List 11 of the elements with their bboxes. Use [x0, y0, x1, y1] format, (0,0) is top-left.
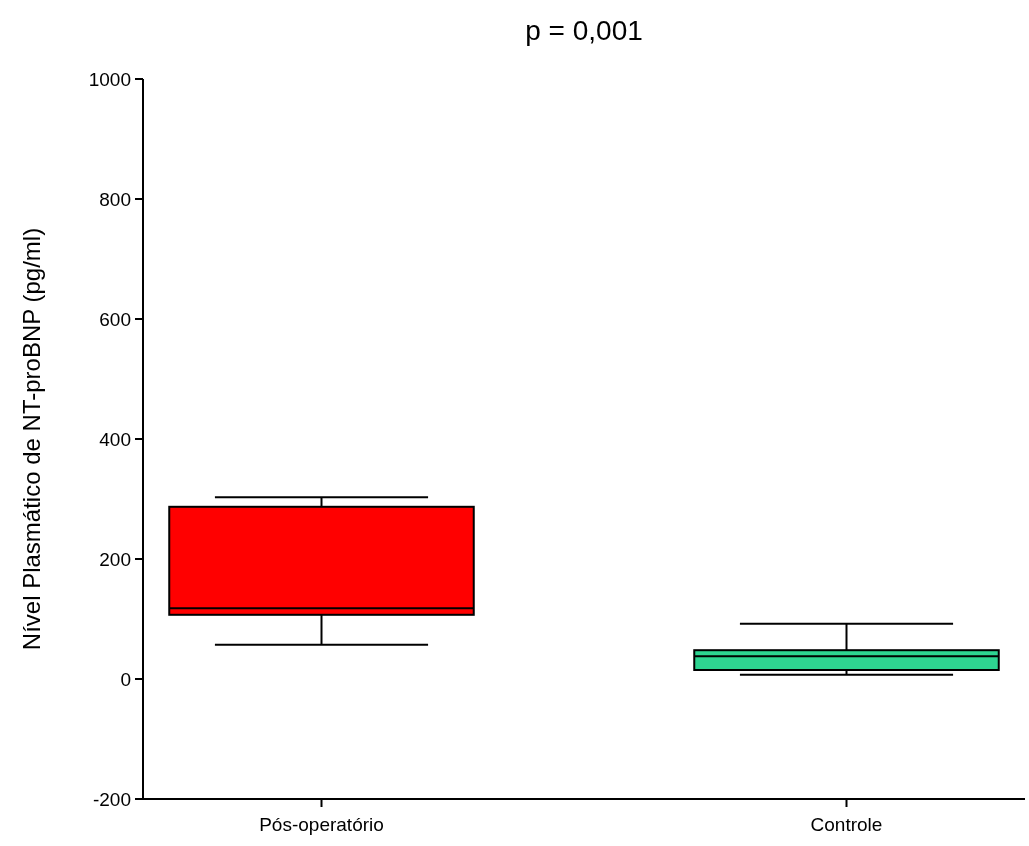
y-tick-label: 1000 — [88, 68, 131, 90]
y-axis-title: Nível Plasmático de NT-proBNP (pg/ml) — [18, 227, 45, 651]
y-tick-label: 600 — [99, 308, 131, 330]
y-tick-label: 800 — [99, 188, 131, 210]
chart-title: p = 0,001 — [525, 15, 643, 46]
y-tick-label: 200 — [99, 548, 131, 570]
y-tick-label: -200 — [92, 788, 131, 810]
x-tick-label: Controle — [810, 814, 883, 835]
y-tick-label: 400 — [99, 428, 131, 450]
y-tick-label: 0 — [120, 668, 131, 690]
x-tick-label: Pós-operatório — [259, 814, 384, 835]
